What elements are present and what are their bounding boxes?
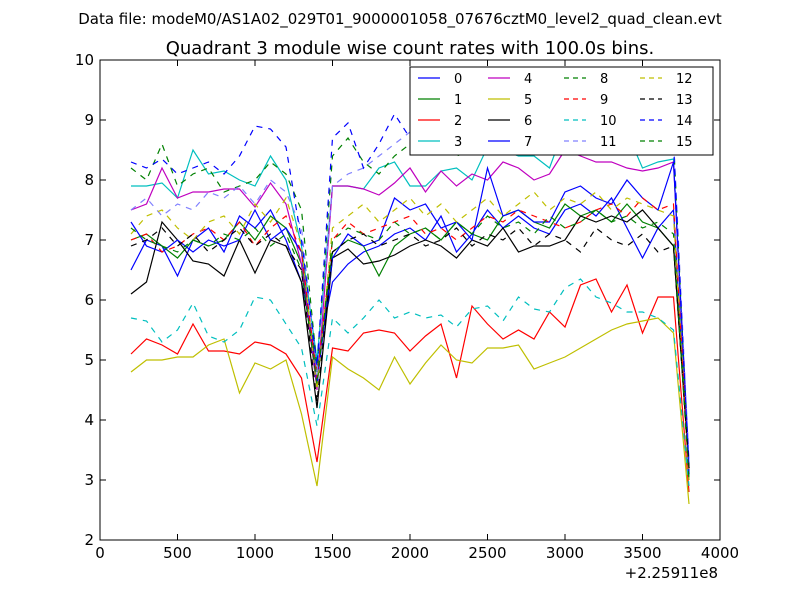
- x-tick-label: 1000: [236, 544, 274, 562]
- y-tick-label: 7: [84, 231, 94, 249]
- series-line-0: [130, 196, 690, 475]
- chart-title: Quadrant 3 module wise count rates with …: [166, 38, 655, 59]
- x-offset-label: +2.25911e8: [625, 564, 718, 582]
- legend-label-10: 10: [600, 114, 617, 129]
- x-tick-label: 2000: [391, 544, 429, 562]
- x-tick-label: 3000: [546, 544, 584, 562]
- legend-label-12: 12: [676, 72, 693, 87]
- legend-label-6: 6: [524, 114, 532, 129]
- series-line-10: [130, 278, 690, 487]
- legend-label-2: 2: [454, 114, 462, 129]
- legend-label-0: 0: [454, 72, 462, 87]
- x-tick-label: 4000: [701, 544, 739, 562]
- y-tick-label: 8: [84, 171, 94, 189]
- chart-suptitle: Data file: modeM0/AS1A02_029T01_90000010…: [78, 10, 722, 29]
- legend-label-15: 15: [676, 135, 693, 150]
- legend-label-8: 8: [600, 72, 608, 87]
- y-tick-label: 4: [84, 411, 94, 429]
- y-tick-label: 2: [84, 531, 94, 549]
- legend-label-4: 4: [524, 72, 532, 87]
- series-line-4: [130, 149, 690, 469]
- x-tick-label: 500: [163, 544, 192, 562]
- series-line-6: [130, 209, 690, 469]
- y-tick-label: 5: [84, 351, 94, 369]
- legend-box: [409, 66, 714, 156]
- series-line-15: [130, 209, 690, 481]
- y-tick-label: 6: [84, 291, 94, 309]
- legend-label-7: 7: [524, 135, 532, 150]
- series-line-7: [130, 161, 690, 463]
- legend-label-5: 5: [524, 93, 532, 108]
- x-tick-label: 0: [95, 544, 105, 562]
- legend-label-1: 1: [454, 93, 462, 108]
- y-tick-label: 10: [75, 51, 94, 69]
- x-tick-label: 1500: [313, 544, 351, 562]
- legend-label-9: 9: [600, 93, 608, 108]
- x-tick-label: 3500: [623, 544, 661, 562]
- series-line-2: [130, 278, 690, 493]
- series-line-12: [130, 191, 690, 481]
- legend-label-13: 13: [676, 93, 693, 108]
- series-line-5: [130, 317, 690, 505]
- x-tick-label: 2500: [468, 544, 506, 562]
- y-tick-label: 3: [84, 471, 94, 489]
- legend-label-11: 11: [600, 135, 617, 150]
- legend-label-3: 3: [454, 135, 462, 150]
- legend-label-14: 14: [676, 114, 693, 129]
- x-axis: 0 500 1000 1500 2000 2500 3000 3500 4000: [95, 60, 739, 562]
- y-tick-label: 9: [84, 111, 94, 129]
- series-line-13: [130, 227, 690, 469]
